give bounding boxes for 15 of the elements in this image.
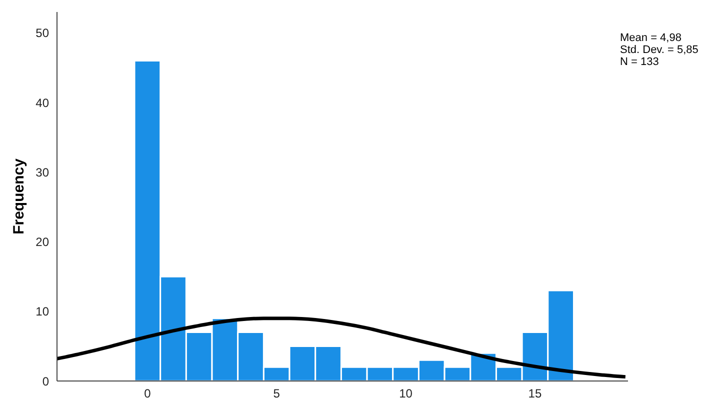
y-tick-label: 20 (36, 235, 50, 250)
x-tick-label: 15 (528, 386, 542, 401)
annotation: Std. Dev. = 5,85 (620, 44, 698, 56)
line-series (57, 316, 628, 379)
y-tick-label: 10 (36, 304, 50, 319)
y-tick-label: 30 (36, 165, 50, 180)
y-axis-title: Frequency (10, 158, 28, 234)
annotation: Mean = 4,98 (620, 32, 682, 44)
x-tick-label: 5 (273, 386, 280, 401)
y-tick-label: 40 (36, 96, 50, 110)
y-tick-label: 0 (42, 374, 50, 388)
x-tick-label: 0 (144, 386, 152, 401)
x-tick-label: 10 (399, 386, 413, 401)
annotation: N = 133 (620, 56, 660, 68)
y-tick-label: 50 (36, 26, 50, 40)
